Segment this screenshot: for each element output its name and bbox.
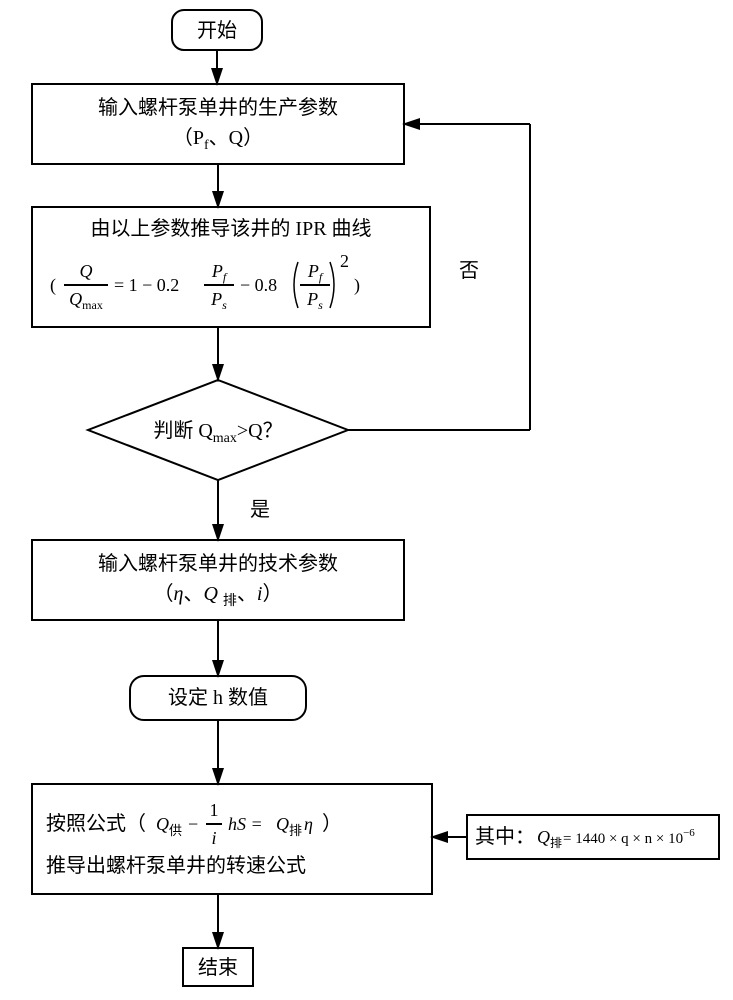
svg-text:（η、Q 排、i）: （η、Q 排、i）: [154, 582, 283, 609]
svg-text:−: −: [188, 814, 198, 834]
svg-text:开始: 开始: [197, 19, 237, 42]
svg-text:Q排: Q排: [276, 814, 302, 838]
svg-text:Pf: Pf: [211, 261, 228, 284]
svg-text:Q排: Q排: [537, 827, 562, 850]
flowchart: 开始输入螺杆泵单井的生产参数（Pf、Q）由以上参数推导该井的 IPR 曲线(QQ…: [0, 0, 733, 1000]
svg-text:= 1 − 0.2: = 1 − 0.2: [114, 275, 179, 295]
svg-text:− 0.8: − 0.8: [240, 275, 277, 295]
svg-text:）: ）: [322, 812, 342, 835]
svg-text:= 1440 × q × n × 10−6: = 1440 × q × n × 10−6: [563, 827, 695, 847]
svg-text:Q: Q: [80, 261, 93, 281]
svg-text:Ps: Ps: [306, 289, 323, 312]
svg-text:结束: 结束: [198, 956, 238, 979]
svg-text:由以上参数推导该井的 IPR 曲线: 由以上参数推导该井的 IPR 曲线: [90, 217, 371, 240]
svg-text:hS =: hS =: [228, 814, 263, 834]
svg-text:): ): [354, 275, 360, 296]
svg-text:设定 h 数值: 设定 h 数值: [168, 686, 268, 709]
svg-text:Ps: Ps: [210, 289, 227, 312]
svg-text:其中：: 其中：: [475, 825, 535, 848]
svg-text:（Pf、Q）: （Pf、Q）: [173, 126, 263, 153]
svg-text:Qmax: Qmax: [69, 289, 103, 312]
svg-text:2: 2: [340, 251, 349, 271]
svg-text:输入螺杆泵单井的生产参数: 输入螺杆泵单井的生产参数: [98, 96, 338, 119]
svg-text:1: 1: [210, 800, 219, 820]
svg-text:推导出螺杆泵单井的转速公式: 推导出螺杆泵单井的转速公式: [46, 854, 306, 877]
svg-text:i: i: [211, 828, 216, 848]
svg-text:判断 Qmax>Q？: 判断 Qmax>Q？: [153, 419, 282, 446]
svg-text:(: (: [50, 275, 56, 296]
svg-text:按照公式（: 按照公式（: [46, 812, 146, 835]
svg-text:η: η: [304, 814, 313, 834]
svg-text:Q供: Q供: [156, 814, 182, 838]
svg-text:输入螺杆泵单井的技术参数: 输入螺杆泵单井的技术参数: [98, 552, 338, 575]
svg-text:是: 是: [250, 499, 270, 521]
svg-text:Pf: Pf: [307, 261, 324, 284]
svg-text:否: 否: [459, 260, 479, 282]
